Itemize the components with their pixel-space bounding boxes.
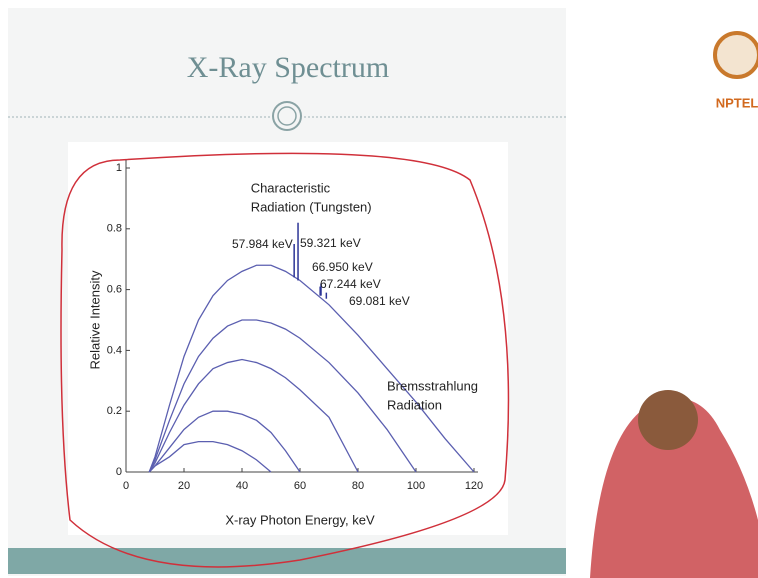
logo-text: NPTEL [716, 95, 758, 110]
y-axis-label: Relative Intensity [87, 270, 102, 369]
x-tick-label: 40 [236, 480, 248, 492]
annotation: Bremsstrahlung [387, 378, 478, 393]
peak-label: 67.244 keV [320, 277, 381, 291]
x-tick-label: 60 [294, 480, 306, 492]
peak-label: 59.321 keV [300, 236, 361, 250]
peak-label: 57.984 keV [232, 237, 293, 251]
x-tick-label: 80 [352, 480, 364, 492]
slide-title: X-Ray Spectrum [187, 51, 389, 84]
divider-ornament [273, 102, 301, 130]
peak-label: 69.081 keV [349, 294, 410, 308]
y-tick-label: 1 [116, 162, 122, 174]
x-axis-label: X-ray Photon Energy, keV [225, 512, 375, 527]
annotation: Radiation [387, 397, 442, 412]
y-tick-label: 0.6 [107, 284, 122, 296]
annotation: Radiation (Tungsten) [251, 200, 372, 215]
footer-bar [8, 548, 566, 574]
presenter-head [638, 390, 698, 450]
y-tick-label: 0.8 [107, 223, 122, 235]
y-tick-label: 0.4 [107, 344, 122, 356]
x-tick-label: 20 [178, 480, 190, 492]
x-tick-label: 0 [123, 480, 129, 492]
y-tick-label: 0 [116, 466, 122, 478]
logo-icon [715, 33, 758, 77]
x-tick-label: 100 [407, 480, 425, 492]
annotation: Characteristic [251, 181, 331, 196]
x-tick-label: 120 [465, 480, 483, 492]
screen: X-Ray Spectrum NPTEL X-ray Photon Energy… [0, 0, 758, 578]
peak-label: 66.950 keV [312, 260, 373, 274]
y-tick-label: 0.2 [107, 405, 122, 417]
